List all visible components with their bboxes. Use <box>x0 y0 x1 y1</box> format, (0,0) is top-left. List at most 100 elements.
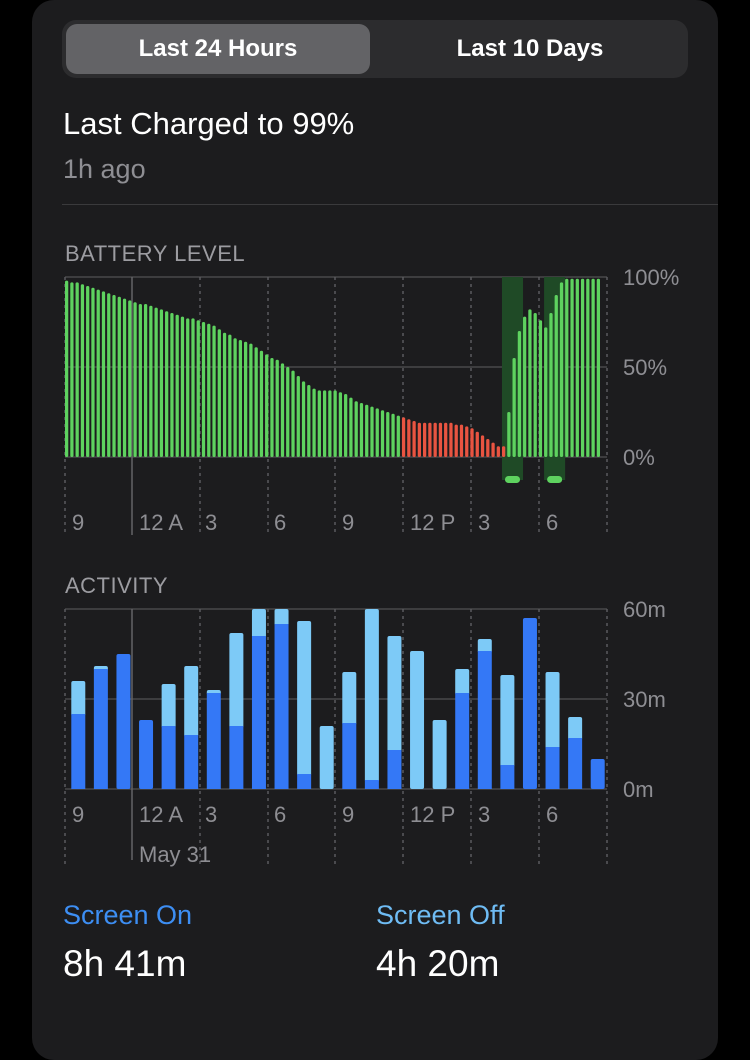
battery-x-tick-label: 9 <box>72 510 84 535</box>
activity-x-tick-label: 6 <box>274 802 286 827</box>
battery-bar <box>423 422 427 457</box>
battery-bar <box>444 422 448 457</box>
screen-on-bar <box>342 723 357 789</box>
battery-bar <box>175 314 179 457</box>
screen-on-bar <box>455 693 470 789</box>
battery-x-tick-label: 3 <box>205 510 217 535</box>
battery-bar <box>354 401 358 457</box>
battery-bar <box>507 412 511 457</box>
battery-bar <box>291 370 295 457</box>
battery-bar <box>222 332 227 457</box>
screen-off-bar <box>274 609 289 626</box>
screen-on-bar <box>206 693 221 789</box>
screen-on-bar <box>364 780 379 789</box>
activity-date-label: May 31 <box>139 842 211 867</box>
battery-bar <box>280 363 285 457</box>
battery-bar <box>428 422 432 457</box>
screen-off-bar <box>545 672 560 749</box>
screen-off-label: Screen Off <box>376 900 505 930</box>
battery-bar <box>270 358 274 457</box>
screen-on-value: 8h 41m <box>63 943 187 984</box>
activity-x-tick-label: 9 <box>72 802 84 827</box>
activity-x-tick-label: 12 P <box>410 802 455 827</box>
screen-off-bar <box>410 651 425 789</box>
battery-bar <box>496 446 500 457</box>
activity-x-tick-label: 3 <box>478 802 490 827</box>
battery-level-chart[interactable]: 100% 50% 0% 9 12 A 3 6 9 12 P 3 6 <box>32 0 718 545</box>
screen-on-bar <box>522 618 537 789</box>
battery-bar <box>375 408 379 457</box>
battery-bar <box>465 426 469 457</box>
battery-usage-card: Last 24 Hours Last 10 Days Last Charged … <box>32 0 718 1060</box>
screen-on-bar <box>71 714 86 789</box>
battery-bar <box>191 318 195 457</box>
battery-bar <box>570 278 574 457</box>
battery-bar <box>207 323 211 457</box>
battery-bar <box>80 284 85 457</box>
battery-bar <box>344 394 348 457</box>
battery-bar <box>249 343 253 457</box>
battery-x-tick-label: 9 <box>342 510 354 535</box>
activity-label: ACTIVITY <box>65 573 169 598</box>
screen-on-bar <box>387 750 402 789</box>
battery-bar <box>480 435 485 457</box>
battery-bar <box>523 316 527 457</box>
battery-bar <box>486 439 490 457</box>
screen-off-bar <box>319 726 334 789</box>
battery-bar <box>217 329 221 457</box>
battery-bar <box>138 304 142 457</box>
battery-bar <box>238 340 242 457</box>
activity-y-tick-label: 0m <box>623 777 654 802</box>
divider <box>62 204 718 205</box>
time-range-segmented-control[interactable]: Last 24 Hours Last 10 Days <box>62 20 688 78</box>
last-charged-title: Last Charged to 99% <box>63 106 355 141</box>
battery-bar <box>391 413 395 457</box>
battery-x-tick-label: 12 P <box>410 510 455 535</box>
screen-on-label: Screen On <box>63 900 193 930</box>
screen-off-bar <box>297 621 312 776</box>
tab-last-10-days[interactable]: Last 10 Days <box>456 35 604 62</box>
screen-on-bar <box>297 774 312 789</box>
activity-x-tick-label: 3 <box>205 802 217 827</box>
battery-bar <box>512 358 516 457</box>
charging-indicator <box>504 476 521 483</box>
battery-bar <box>586 278 590 457</box>
battery-bar <box>338 392 343 457</box>
battery-bar <box>533 313 537 457</box>
battery-bar <box>228 334 232 457</box>
screen-off-bar <box>161 684 176 728</box>
battery-x-tick-label: 12 A <box>139 510 183 535</box>
battery-level-label: BATTERY LEVEL <box>65 241 246 266</box>
battery-bar <box>170 313 174 457</box>
battery-bar <box>143 304 148 457</box>
activity-x-tick-label: 12 A <box>139 802 183 827</box>
battery-bar <box>380 410 385 457</box>
screen-off-bar <box>455 669 470 695</box>
battery-bar <box>122 298 127 457</box>
battery-bar <box>333 390 337 457</box>
battery-bar <box>433 422 437 457</box>
battery-bar <box>265 354 269 457</box>
charging-indicator <box>547 476 563 483</box>
battery-bar <box>580 278 585 457</box>
screen-on-bar <box>545 747 560 789</box>
battery-bar <box>349 397 353 457</box>
battery-bar <box>591 278 595 457</box>
battery-bar <box>65 280 69 457</box>
battery-bar <box>301 381 306 457</box>
battery-bar <box>128 300 132 457</box>
battery-bar <box>133 302 137 457</box>
screen-on-bar <box>590 759 605 789</box>
tab-last-24-hours[interactable]: Last 24 Hours <box>66 24 370 74</box>
activity-x-tick-label: 9 <box>342 802 354 827</box>
battery-bar <box>244 341 248 457</box>
battery-bar <box>359 403 364 457</box>
screen-off-bar <box>568 717 583 740</box>
battery-bar <box>196 320 200 457</box>
screen-off-bar <box>500 675 515 767</box>
activity-chart[interactable]: 60m 30m 0m 9 12 A 3 6 9 12 P 3 6 May 31 <box>32 0 718 880</box>
battery-bar <box>322 390 327 457</box>
battery-bar <box>296 376 300 457</box>
battery-bar <box>491 442 495 457</box>
battery-bar <box>317 390 321 457</box>
